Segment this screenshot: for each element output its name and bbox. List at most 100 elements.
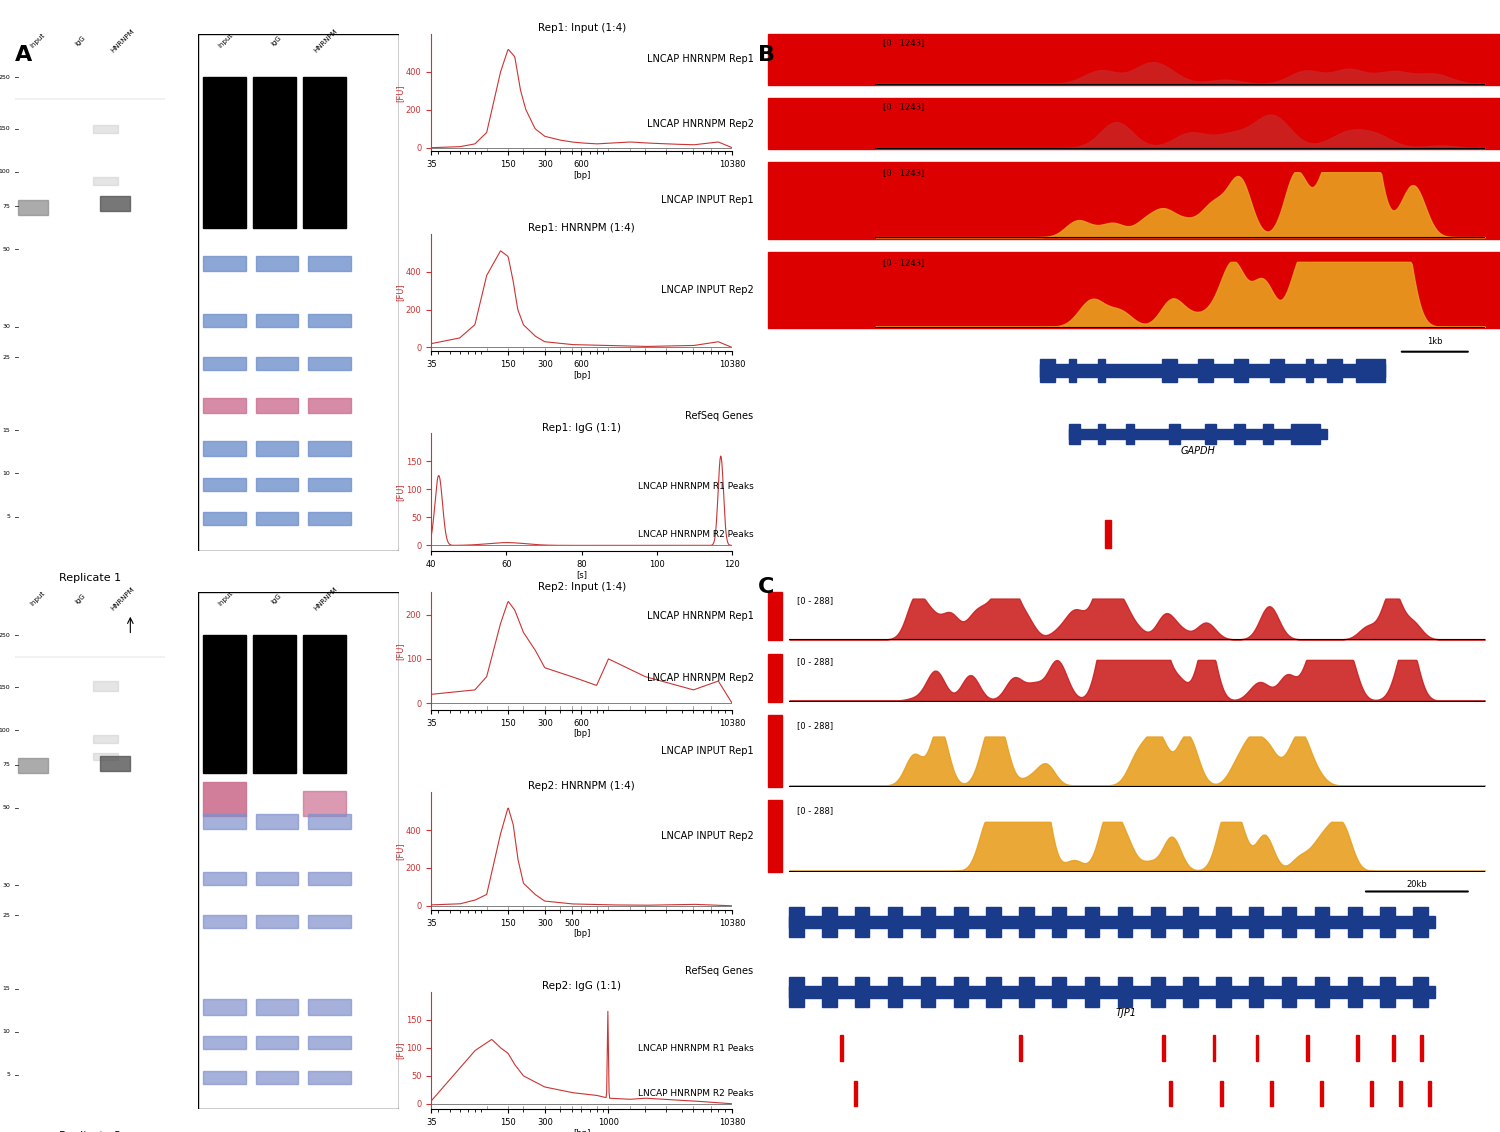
Bar: [1428, 1081, 1431, 1106]
Bar: [255, 512, 298, 525]
Title: Rep1: HNRNPM (1:4): Rep1: HNRNPM (1:4): [528, 223, 634, 233]
Y-axis label: [FU]: [FU]: [396, 84, 405, 102]
Text: Input: Input: [30, 590, 46, 608]
Text: 100: 100: [0, 728, 10, 732]
Bar: [1347, 977, 1362, 1006]
Bar: [309, 314, 351, 327]
Bar: [202, 635, 246, 773]
Bar: [1347, 907, 1362, 936]
Text: 75: 75: [2, 762, 10, 767]
Title: Rep2: HNRNPM (1:4): Rep2: HNRNPM (1:4): [528, 781, 634, 791]
Text: LNCAP HNRNPM R2 Peaks: LNCAP HNRNPM R2 Peaks: [638, 1089, 753, 1098]
Bar: [303, 635, 346, 773]
Bar: [255, 398, 298, 413]
Text: [0 - 1243]: [0 - 1243]: [882, 169, 924, 178]
Bar: [1070, 423, 1080, 444]
Text: 15: 15: [2, 986, 10, 992]
Bar: [921, 907, 934, 936]
Bar: [1256, 1036, 1258, 1061]
Bar: [255, 314, 298, 327]
Text: HNRNPM: HNRNPM: [314, 586, 339, 611]
Bar: [202, 1000, 246, 1014]
Bar: [309, 1071, 351, 1083]
Bar: [255, 478, 298, 490]
Bar: [987, 977, 1000, 1006]
Text: [0 - 288]: [0 - 288]: [796, 658, 832, 667]
Bar: [822, 977, 837, 1006]
X-axis label: [bp]: [bp]: [573, 929, 591, 938]
Bar: [1316, 907, 1329, 936]
Text: [0 - 288]: [0 - 288]: [796, 721, 832, 730]
Bar: [1070, 359, 1077, 383]
Text: [0 - 1243]: [0 - 1243]: [882, 102, 924, 111]
Bar: [840, 1036, 843, 1061]
Text: RefSeq Genes: RefSeq Genes: [686, 966, 753, 976]
Bar: [1098, 423, 1106, 444]
Text: [0 - 288]: [0 - 288]: [796, 597, 832, 606]
Bar: [768, 252, 1500, 328]
Y-axis label: [FU]: [FU]: [396, 284, 405, 301]
Bar: [1106, 521, 1110, 548]
Bar: [309, 1000, 351, 1014]
Bar: [202, 957, 246, 971]
Bar: [255, 957, 298, 971]
Bar: [789, 977, 804, 1006]
Bar: [309, 478, 351, 490]
Text: LNCAP INPUT Rep1: LNCAP INPUT Rep1: [662, 746, 753, 756]
Text: [0 - 1243]: [0 - 1243]: [882, 258, 924, 267]
Bar: [789, 907, 804, 936]
Bar: [93, 680, 118, 692]
Bar: [18, 758, 48, 773]
Text: LNCAP HNRNPM R1 Peaks: LNCAP HNRNPM R1 Peaks: [638, 1044, 753, 1053]
Bar: [855, 977, 870, 1006]
Bar: [1170, 1081, 1173, 1106]
Bar: [1420, 1036, 1424, 1061]
Bar: [1380, 907, 1395, 936]
Bar: [309, 916, 351, 928]
Bar: [202, 478, 246, 490]
Text: HNRNPM: HNRNPM: [314, 27, 339, 53]
Bar: [1198, 359, 1212, 383]
Bar: [309, 512, 351, 525]
Text: IgG: IgG: [75, 34, 87, 46]
Text: RefSeq Genes: RefSeq Genes: [686, 411, 753, 421]
Bar: [1126, 423, 1134, 444]
Title: Rep1: Input (1:4): Rep1: Input (1:4): [537, 23, 626, 33]
Text: LNCAP HNRNPM R2 Peaks: LNCAP HNRNPM R2 Peaks: [638, 530, 753, 539]
Bar: [954, 907, 968, 936]
Text: 10: 10: [2, 471, 10, 475]
Text: 5: 5: [6, 514, 10, 518]
Bar: [1292, 423, 1320, 444]
Bar: [1400, 1081, 1402, 1106]
Bar: [1328, 359, 1341, 383]
Bar: [853, 1081, 856, 1106]
Bar: [768, 800, 783, 873]
Text: IgG: IgG: [270, 34, 282, 46]
Bar: [1356, 1036, 1359, 1061]
Bar: [93, 736, 118, 743]
X-axis label: [bp]: [bp]: [573, 171, 591, 180]
Bar: [1270, 1081, 1272, 1106]
Bar: [18, 200, 48, 215]
Bar: [1216, 907, 1230, 936]
Bar: [100, 756, 130, 771]
Bar: [768, 653, 783, 702]
Text: 250: 250: [0, 633, 10, 638]
Bar: [1170, 423, 1180, 444]
Bar: [202, 814, 246, 830]
Bar: [93, 126, 118, 134]
Bar: [1305, 1036, 1308, 1061]
Bar: [303, 790, 346, 816]
Bar: [1305, 359, 1312, 383]
Title: Rep1: IgG (1:1): Rep1: IgG (1:1): [542, 422, 621, 432]
Text: Input: Input: [217, 590, 234, 608]
Bar: [822, 907, 837, 936]
Bar: [768, 34, 1500, 85]
Bar: [93, 753, 118, 761]
Bar: [1162, 1036, 1166, 1061]
Bar: [1052, 977, 1066, 1006]
Bar: [202, 873, 246, 885]
Bar: [1084, 907, 1100, 936]
Bar: [1216, 977, 1230, 1006]
Bar: [1413, 977, 1428, 1006]
